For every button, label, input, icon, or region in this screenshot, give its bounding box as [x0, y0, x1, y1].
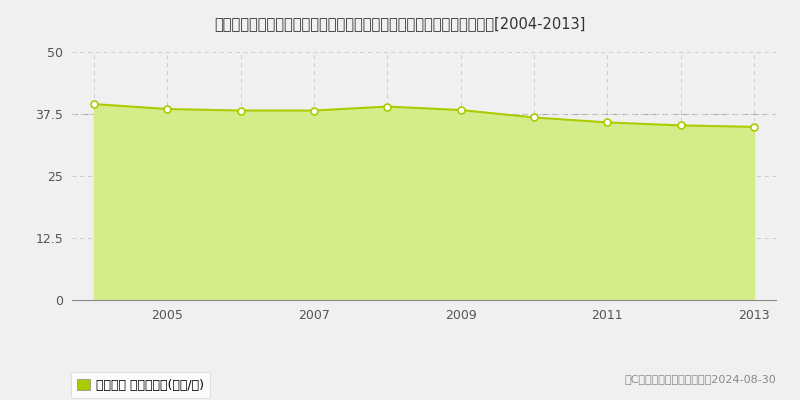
Legend: 地価公示 平均嵪単価(万円/嵪): 地価公示 平均嵪単価(万円/嵪)	[71, 372, 210, 398]
Point	[88, 101, 101, 107]
Point	[747, 124, 760, 130]
Point	[454, 107, 467, 113]
Text: 埼玉県さいたま市見沼区大字御蔵字原前９５番２　地価公示　地価推移[2004-2013]: 埼玉県さいたま市見沼区大字御蔵字原前９５番２ 地価公示 地価推移[2004-20…	[214, 16, 586, 31]
Point	[161, 106, 174, 112]
Point	[381, 103, 394, 110]
Point	[528, 114, 541, 121]
Point	[674, 122, 687, 129]
Text: （C）土地価格ドットコム　2024-08-30: （C）土地価格ドットコム 2024-08-30	[624, 374, 776, 384]
Point	[601, 119, 614, 126]
Point	[234, 107, 247, 114]
Point	[307, 107, 320, 114]
